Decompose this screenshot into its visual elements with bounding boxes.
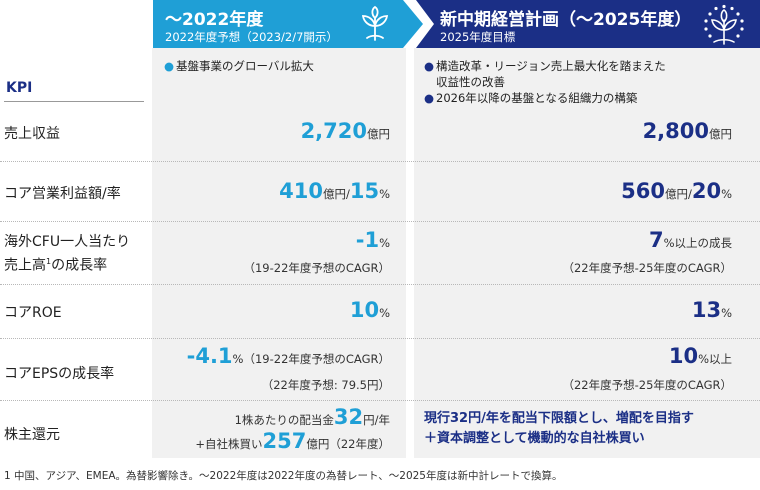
row-divider — [0, 400, 760, 401]
row-divider — [0, 284, 760, 285]
eps-note-2025: （22年度予想-25年度のCAGR） — [562, 378, 732, 392]
core-roe-value-2022: 10% — [349, 298, 390, 322]
core-op-value-2025: 560億円/20% — [621, 179, 732, 203]
eps-value-2022: -4.1%（19-22年度予想のCAGR） — [186, 344, 390, 368]
row-divider — [0, 221, 760, 222]
eps-note-2022: （22年度予想: 79.5円） — [261, 378, 390, 392]
shareholder-buyback-2022: +自社株買い257億円（22年度） — [195, 429, 390, 453]
row-divider — [0, 161, 760, 162]
column-panel-2025 — [414, 48, 760, 458]
bullet-item: ● 基盤事業のグローバル拡大 — [164, 59, 314, 73]
revenue-value-2025: 2,800億円 — [642, 119, 732, 143]
overseas-note-2025: （22年度予想-25年度のCAGR） — [562, 261, 732, 275]
kpi-heading: KPI — [6, 80, 33, 96]
bullet-list-2025: ● 構造改革・リージョン売上最大化を踏まえた 収益性の改善 ● 2026年以降の基盤と… — [424, 58, 754, 106]
tree-emblem-icon — [704, 4, 744, 45]
row-label-revenue: 売上収益 — [4, 126, 60, 142]
header-title-2022: ～2022年度 — [165, 10, 264, 30]
header-subtitle-2022: 2022年度予想（2023/2/7開示） — [165, 30, 338, 44]
row-divider — [0, 338, 760, 339]
bullet-list-2022: ● 基盤事業のグローバル拡大 — [164, 58, 404, 74]
overseas-note-2022: （19-22年度予想のCAGR） — [243, 261, 390, 275]
overseas-value-2022: -1% — [355, 228, 390, 252]
shareholder-policy-line2: ＋資本調整として機動的な自社株買い — [424, 431, 645, 446]
shareholder-policy-line1: 現行32円/年を配当下限額とし、増配を目指す — [424, 411, 694, 426]
row-label-shareholder: 株主還元 — [4, 427, 60, 443]
core-op-value-2022: 410億円/15% — [279, 179, 390, 203]
kpi-heading-underline — [4, 101, 144, 102]
shareholder-dividend-2022: 1株あたりの配当金32円/年 — [234, 405, 390, 429]
row-label-core-op: コア営業利益額/率 — [4, 186, 121, 202]
revenue-value-2022: 2,720億円 — [300, 119, 390, 143]
bullet-item: ● 構造改革・リージョン売上最大化を踏まえた 収益性の改善 — [424, 59, 666, 89]
sprout-leaf-icon — [361, 5, 389, 41]
footnote: 1 中国、アジア、EMEA。為替影響除き。～2022年度は2022年度の為替レー… — [4, 470, 563, 482]
header-banner-2022: ～2022年度 2022年度予想（2023/2/7開示） — [153, 0, 423, 48]
row-label-eps: コアEPSの成長率 — [4, 366, 115, 382]
row-label-overseas: 海外CFU一人当たり 売上高1の成長率 — [4, 234, 131, 274]
header-subtitle-2025: 2025年度目標 — [440, 30, 516, 44]
core-roe-value-2025: 13% — [691, 298, 732, 322]
header-title-2025: 新中期経営計画（～2025年度） — [440, 10, 692, 30]
header-banner-2025: 新中期経営計画（～2025年度） 2025年度目標 — [416, 0, 760, 48]
row-label-core-roe: コアROE — [4, 305, 62, 321]
eps-value-2025: 10%以上 — [668, 344, 732, 368]
column-panel-2022 — [152, 48, 406, 458]
bullet-item: ● 2026年以降の基盤となる組織力の構築 — [424, 91, 638, 105]
overseas-value-2025: 7%以上の成長 — [648, 228, 732, 252]
